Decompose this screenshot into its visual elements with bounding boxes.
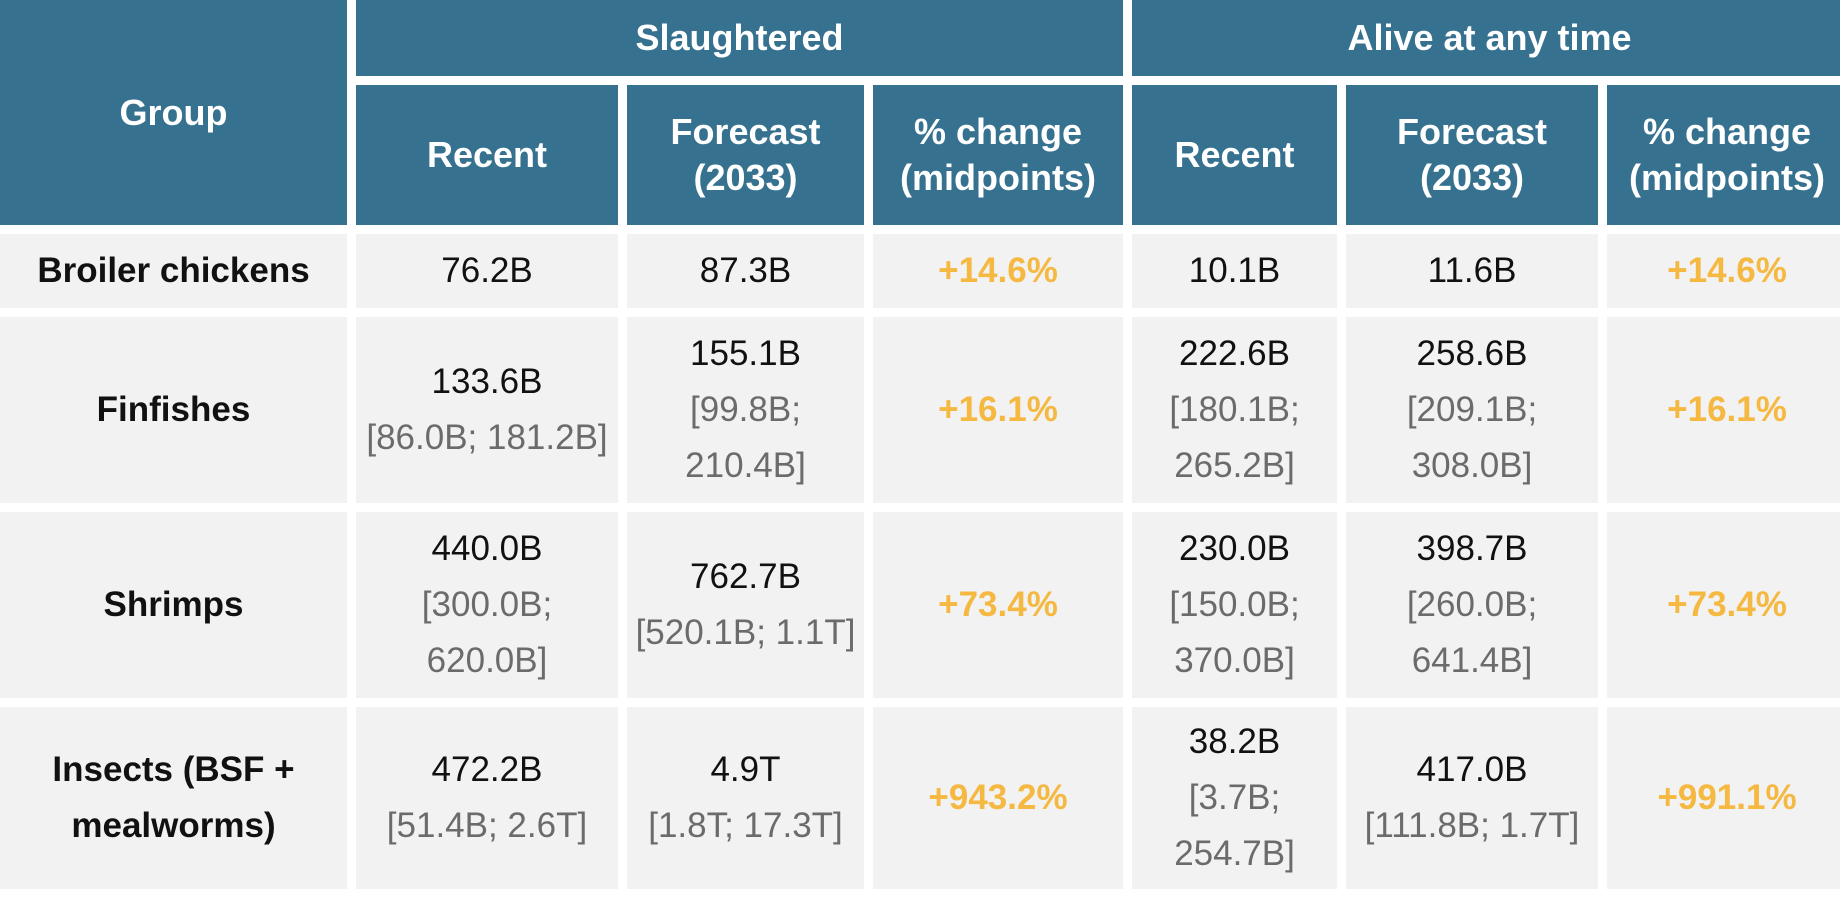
alive-recent-cell: 222.6B [180.1B; 265.2B]	[1132, 317, 1338, 503]
slaughtered-forecast-cell: 87.3B	[627, 234, 864, 308]
alive-pct-cell: +14.6%	[1607, 234, 1840, 308]
alive-pct-header: % change (midpoints)	[1607, 85, 1840, 225]
alive-forecast-cell: 258.6B [209.1B; 308.0B]	[1346, 317, 1599, 503]
slaughtered-pct-header: % change (midpoints)	[873, 85, 1124, 225]
alive-forecast-cell: 398.7B [260.0B; 641.4B]	[1346, 512, 1599, 698]
slaughtered-forecast-header: Forecast (2033)	[627, 85, 864, 225]
slaughtered-forecast-cell: 762.7B [520.1B; 1.1T]	[627, 512, 864, 698]
slaughtered-recent-cell: 440.0B [300.0B; 620.0B]	[356, 512, 618, 698]
alive-pct-cell: +73.4%	[1607, 512, 1840, 698]
table-row: Shrimps 440.0B [300.0B; 620.0B] 762.7B [52…	[0, 512, 1840, 698]
table-row: Insects (BSF + mealworms) 472.2B [51.4B; …	[0, 707, 1840, 889]
slaughtered-pct-cell: +16.1%	[873, 317, 1124, 503]
group-column-header: Group	[0, 0, 347, 225]
row-label: Broiler chickens	[0, 234, 347, 308]
alive-recent-cell: 230.0B [150.0B; 370.0B]	[1132, 512, 1338, 698]
alive-recent-cell: 10.1B	[1132, 234, 1338, 308]
slaughtered-forecast-cell: 4.9T [1.8T; 17.3T]	[627, 707, 864, 889]
slaughtered-recent-cell: 472.2B [51.4B; 2.6T]	[356, 707, 618, 889]
slaughtered-recent-cell: 76.2B	[356, 234, 618, 308]
slaughtered-forecast-cell: 155.1B [99.8B; 210.4B]	[627, 317, 864, 503]
table-row: Broiler chickens 76.2B 87.3B +14.6% 10.1…	[0, 234, 1840, 308]
slaughtered-pct-cell: +73.4%	[873, 512, 1124, 698]
alive-recent-cell: 38.2B [3.7B; 254.7B]	[1132, 707, 1338, 889]
alive-header: Alive at any time	[1132, 0, 1840, 76]
alive-forecast-header: Forecast (2033)	[1346, 85, 1599, 225]
row-label: Shrimps	[0, 512, 347, 698]
alive-recent-header: Recent	[1132, 85, 1338, 225]
row-label: Insects (BSF + mealworms)	[0, 707, 347, 889]
row-label: Finfishes	[0, 317, 347, 503]
alive-forecast-cell: 417.0B [111.8B; 1.7T]	[1346, 707, 1599, 889]
slaughtered-recent-cell: 133.6B [86.0B; 181.2B]	[356, 317, 618, 503]
slaughtered-recent-header: Recent	[356, 85, 618, 225]
table-row: Finfishes 133.6B [86.0B; 181.2B] 155.1B [9…	[0, 317, 1840, 503]
slaughtered-pct-cell: +943.2%	[873, 707, 1124, 889]
slaughtered-pct-cell: +14.6%	[873, 234, 1124, 308]
alive-pct-cell: +991.1%	[1607, 707, 1840, 889]
alive-pct-cell: +16.1%	[1607, 317, 1840, 503]
slaughtered-header: Slaughtered	[356, 0, 1124, 76]
alive-forecast-cell: 11.6B	[1346, 234, 1599, 308]
